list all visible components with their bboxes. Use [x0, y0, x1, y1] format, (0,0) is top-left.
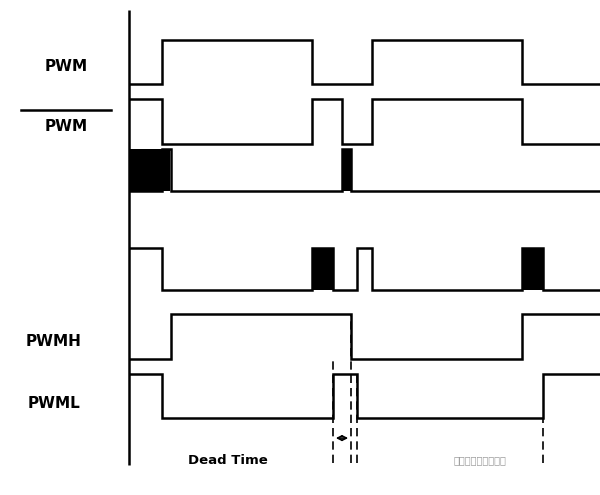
- Text: PWM: PWM: [44, 59, 88, 74]
- Bar: [342, 148, 352, 191]
- Bar: [129, 148, 170, 191]
- Text: PWML: PWML: [28, 396, 80, 411]
- Bar: [522, 248, 544, 290]
- Text: PWMH: PWMH: [26, 334, 82, 349]
- Bar: [312, 248, 334, 290]
- Text: Dead Time: Dead Time: [188, 454, 268, 467]
- Text: PWM: PWM: [44, 119, 88, 134]
- Text: 电机控制设计加油站: 电机控制设计加油站: [454, 455, 506, 465]
